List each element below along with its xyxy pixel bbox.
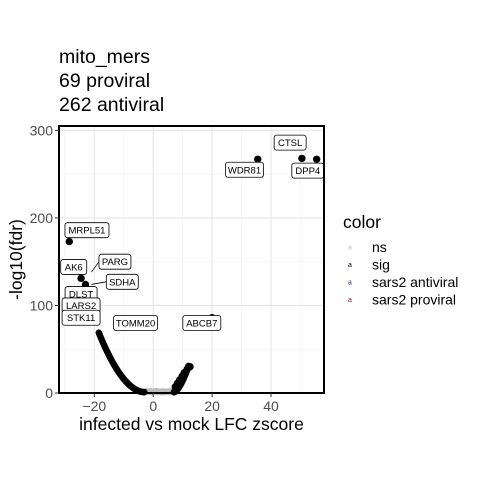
sig-point [66,238,73,245]
legend-label: sig [372,257,390,273]
y-tick-label: 0 [45,385,53,401]
gene-label-dpp4: DPP4 [292,163,324,178]
gene-label-text: DPP4 [295,166,320,177]
gene-label-text: SDHA [109,277,136,288]
x-axis-label: infected vs mock LFC zscore [79,414,304,434]
gene-label-wdr81: WDR81 [226,162,264,177]
gene-label-text: MRPL51 [68,226,105,237]
y-axis-ticks: 0 100 200 300 [30,122,59,401]
y-tick-label: 300 [30,122,54,138]
legend-key-glyph: a [348,262,352,269]
sig-point [313,156,320,163]
legend-item: a ns [343,239,387,255]
x-tick-label: 40 [263,398,279,414]
x-tick-label: 0 [149,398,157,414]
gene-label-text: TOMM20 [116,318,155,329]
x-tick-label: 20 [204,398,220,414]
legend-key-glyph: a [348,280,352,287]
sig-point [254,156,261,163]
legend-key-glyph: a [348,245,352,252]
y-tick-label: 100 [30,297,54,313]
sig-point [298,155,305,162]
gene-label-text: AK6 [65,262,83,273]
chart-title: mito_mers 69 proviral 262 antiviral [59,46,164,116]
legend-label: ns [372,239,387,255]
gene-label-ak6: AK6 [61,259,87,274]
legend-item: a sars2 antiviral [343,274,458,290]
gene-label-text: ABCB7 [186,318,217,329]
gene-label-text: WDR81 [228,165,261,176]
gene-label-text: PARG [102,257,128,268]
y-tick-label: 200 [30,210,54,226]
gene-label-parg: PARG [99,254,131,269]
gene-label-abcb7: ABCB7 [183,315,221,330]
legend-key-glyph: a [348,297,352,304]
legend-item: a sars2 proviral [343,292,456,308]
legend-label: sars2 proviral [372,292,456,308]
gene-label-mrpl51: MRPL51 [65,223,109,238]
legend-item: a sig [343,257,390,273]
gene-label-ctsl: CTSL [274,135,306,150]
gene-label-text: STK11 [67,313,95,324]
legend: color a ns a sig a sars2 antiviral a sars2 provi… [343,212,458,308]
sig-point [172,383,179,390]
legend-title: color [343,212,381,232]
x-tick-label: −20 [82,398,106,414]
x-axis-ticks: −20 0 20 40 [82,393,279,414]
title-line-1: mito_mers [59,46,150,68]
gene-label-tomm20: TOMM20 [114,315,158,330]
gene-label-text: CTSL [278,138,302,149]
y-axis-label: -log10(fdr) [6,219,26,300]
legend-label: sars2 antiviral [372,274,458,290]
title-line-2: 69 proviral [59,70,150,92]
gene-label-stk11: STK11 [62,310,100,325]
gene-label-sdha: SDHA [106,274,138,289]
title-line-3: 262 antiviral [59,94,164,116]
sig-point [77,275,84,282]
